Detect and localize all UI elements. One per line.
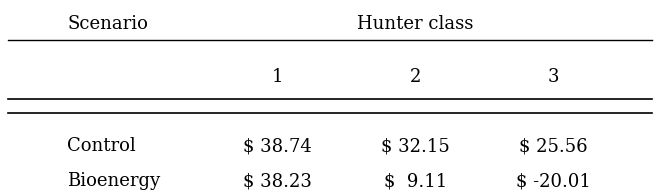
- Text: 2: 2: [410, 68, 421, 86]
- Text: $ 32.15: $ 32.15: [381, 137, 450, 155]
- Text: Hunter class: Hunter class: [357, 15, 474, 33]
- Text: $ 38.74: $ 38.74: [243, 137, 312, 155]
- Text: $  9.11: $ 9.11: [384, 172, 447, 190]
- Text: $ 25.56: $ 25.56: [519, 137, 588, 155]
- Text: $ 38.23: $ 38.23: [243, 172, 312, 190]
- Text: Bioenergy: Bioenergy: [67, 172, 160, 190]
- Text: Control: Control: [67, 137, 136, 155]
- Text: Scenario: Scenario: [67, 15, 148, 33]
- Text: 1: 1: [272, 68, 283, 86]
- Text: 3: 3: [548, 68, 559, 86]
- Text: $ -20.01: $ -20.01: [516, 172, 591, 190]
